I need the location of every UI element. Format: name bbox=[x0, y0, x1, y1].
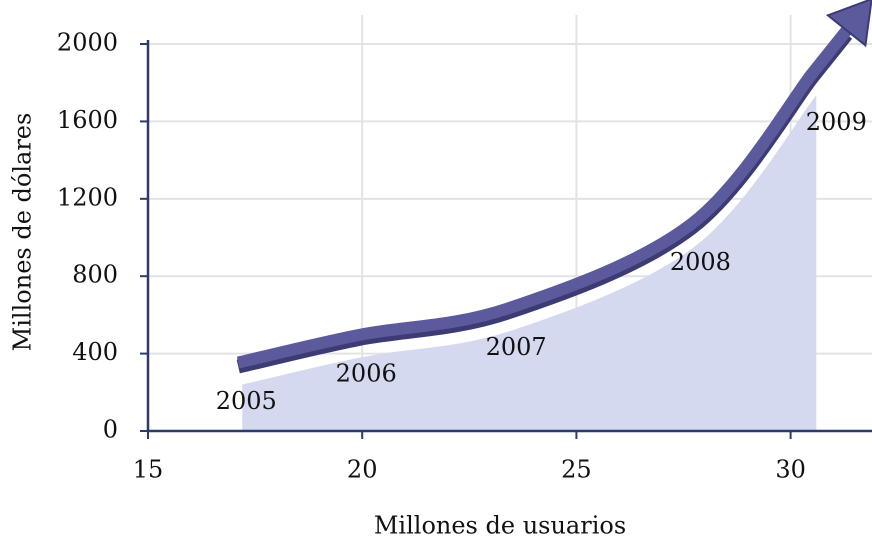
y-tick-label: 1200 bbox=[57, 183, 118, 211]
chart: Millones de usuarios Millones de dólares… bbox=[0, 0, 872, 540]
x-tick-label: 20 bbox=[347, 456, 378, 484]
page: {"chart_data": {"type": "area", "x_label… bbox=[0, 0, 872, 540]
point-label: 2009 bbox=[806, 108, 867, 136]
point-label: 2005 bbox=[216, 387, 277, 415]
y-tick-label: 800 bbox=[72, 261, 118, 289]
point-label: 2006 bbox=[336, 360, 397, 388]
x-tick-label: 30 bbox=[775, 456, 806, 484]
point-label: 2008 bbox=[670, 248, 731, 276]
y-tick-label: 2000 bbox=[57, 29, 118, 57]
y-tick-label: 400 bbox=[72, 338, 118, 366]
point-label: 2007 bbox=[486, 333, 547, 361]
y-axis-title: Millones de dólares bbox=[9, 113, 37, 352]
x-axis-title: Millones de usuarios bbox=[374, 512, 626, 540]
y-tick-label: 0 bbox=[103, 416, 118, 444]
x-tick-label: 25 bbox=[561, 456, 592, 484]
y-tick-label: 1600 bbox=[57, 106, 118, 134]
x-tick-label: 15 bbox=[133, 456, 164, 484]
